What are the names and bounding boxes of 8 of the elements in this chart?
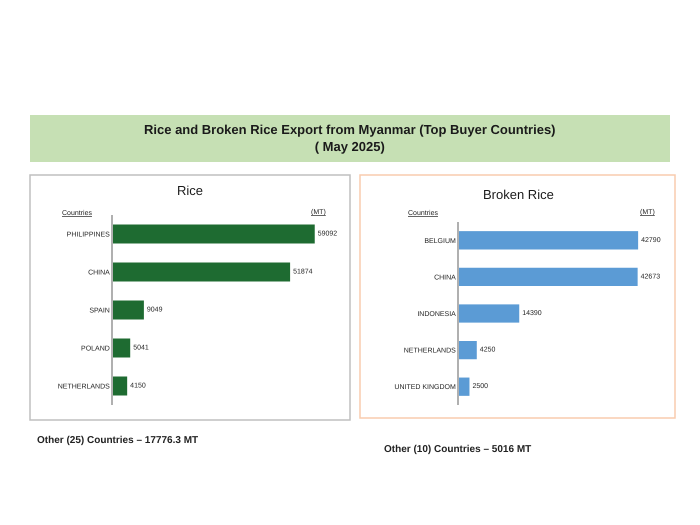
text: Other (10) Countries – 5016 MT [384, 444, 532, 455]
bar [459, 340, 477, 360]
chart-title: Broken Rice [483, 187, 554, 202]
text: Rice and Broken Rice Export from Myanmar (Top Buyer Countries) ( May 2025) [144, 122, 556, 154]
bar [459, 231, 638, 250]
bar [459, 378, 470, 396]
bar [459, 304, 520, 323]
bar [459, 268, 638, 286]
